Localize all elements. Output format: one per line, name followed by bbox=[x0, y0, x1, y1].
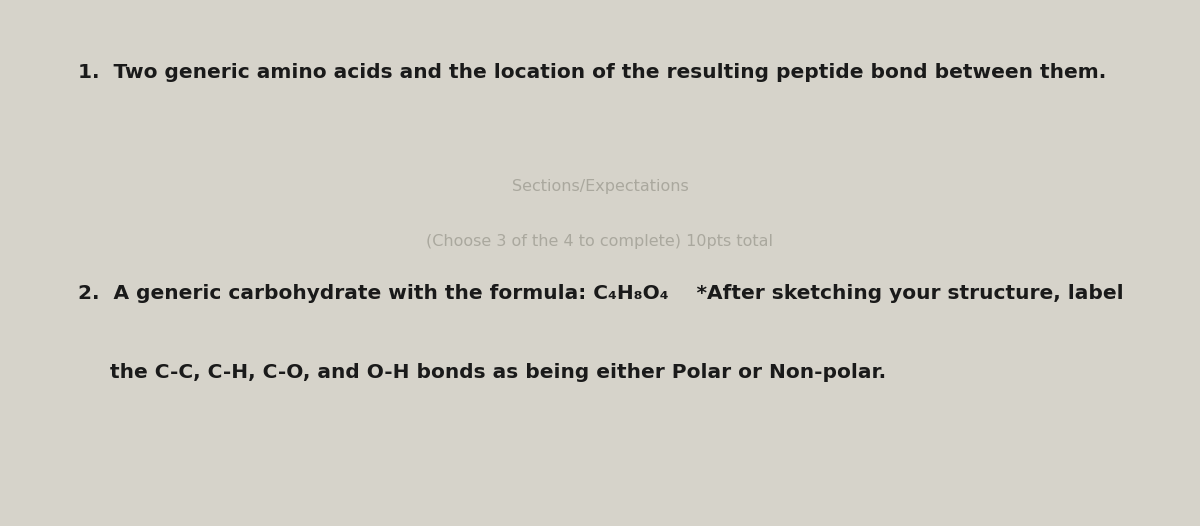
Text: the C-C, C-H, C-O, and O-H bonds as being either Polar or Non-polar.: the C-C, C-H, C-O, and O-H bonds as bein… bbox=[110, 363, 887, 382]
Text: Sections/Expectations: Sections/Expectations bbox=[511, 179, 689, 194]
Text: 2.  A generic carbohydrate with the formula: C₄H₈O₄    *After sketching your str: 2. A generic carbohydrate with the formu… bbox=[78, 284, 1123, 303]
Text: (Choose 3 of the 4 to complete) 10pts total: (Choose 3 of the 4 to complete) 10pts to… bbox=[426, 234, 774, 249]
Text: 1.  Two generic amino acids and the location of the resulting peptide bond betwe: 1. Two generic amino acids and the locat… bbox=[78, 63, 1106, 82]
